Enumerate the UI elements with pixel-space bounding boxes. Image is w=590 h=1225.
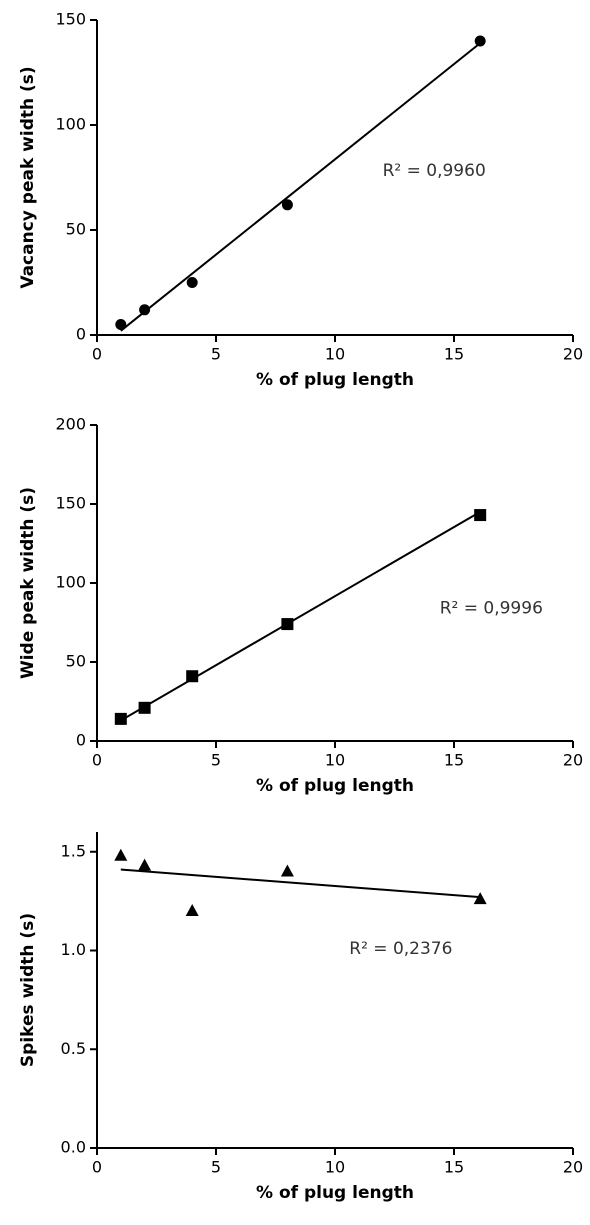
x-tick-label: 10 — [325, 1158, 345, 1177]
trendline — [120, 42, 481, 332]
y-axis-title: Vacancy peak width (s) — [18, 66, 38, 288]
point — [186, 670, 199, 683]
point — [474, 35, 486, 47]
x-axis-title: % of plug length — [256, 1183, 414, 1203]
y-tick-label: 100 — [55, 573, 86, 592]
chart: 0 50 100 150 200 0 5 10 15 20 % of plug length Wide… — [18, 415, 583, 797]
x-axis-title: % of plug length — [256, 776, 414, 796]
x-tick-label: 5 — [211, 751, 221, 770]
annotation: R² = 0,2376 — [349, 939, 452, 959]
y-tick-label: 150 — [55, 10, 86, 29]
trendline — [120, 511, 481, 722]
x-tick-label: 15 — [444, 345, 464, 364]
y-tick-label: 0 — [76, 731, 86, 750]
y-tick-label: 50 — [66, 652, 86, 671]
point — [474, 509, 487, 522]
chart: 0.0 0.5 1.0 1.5 0 5 10 15 20 % of plug length Spik… — [18, 832, 583, 1203]
y-tick-label: 1.5 — [61, 841, 86, 860]
point — [281, 618, 294, 631]
x-tick-label: 0 — [92, 751, 102, 770]
y-tick-label: 100 — [55, 115, 86, 134]
point — [280, 864, 294, 877]
x-tick-label: 20 — [563, 1158, 583, 1177]
point — [114, 712, 127, 725]
annotation: R² = 0,9960 — [383, 161, 486, 181]
y-axis-title: Wide peak width (s) — [18, 487, 38, 679]
x-tick-label: 20 — [563, 751, 583, 770]
annotation: R² = 0,9996 — [440, 598, 543, 618]
y-tick-label: 1.0 — [61, 940, 86, 959]
y-tick-label: 150 — [55, 494, 86, 513]
trendline — [120, 868, 481, 899]
y-axis-title: Spikes width (s) — [18, 913, 38, 1067]
x-tick-label: 0 — [92, 345, 102, 364]
x-tick-label: 5 — [211, 1158, 221, 1177]
point — [186, 277, 198, 288]
point — [139, 304, 151, 316]
x-tick-label: 10 — [325, 345, 345, 364]
point — [185, 904, 199, 916]
point — [138, 701, 151, 714]
point — [115, 319, 127, 330]
x-tick-label: 15 — [444, 751, 464, 770]
x-tick-label: 15 — [444, 1158, 464, 1177]
x-axis-title: % of plug length — [256, 370, 414, 390]
y-tick-label: 50 — [66, 220, 86, 239]
y-tick-label: 0.0 — [61, 1138, 86, 1157]
point — [281, 199, 293, 211]
x-tick-label: 10 — [325, 751, 345, 770]
x-tick-label: 0 — [92, 1158, 102, 1177]
point — [138, 858, 152, 871]
point — [114, 848, 128, 861]
y-tick-label: 0 — [76, 325, 86, 344]
y-tick-label: 0.5 — [61, 1039, 86, 1058]
x-tick-label: 20 — [563, 345, 583, 364]
y-tick-label: 200 — [55, 415, 86, 434]
x-tick-label: 5 — [211, 345, 221, 364]
chart: 0 50 100 150 0 5 10 15 20 % of plug length Vacancy… — [18, 10, 583, 391]
point — [473, 892, 487, 905]
